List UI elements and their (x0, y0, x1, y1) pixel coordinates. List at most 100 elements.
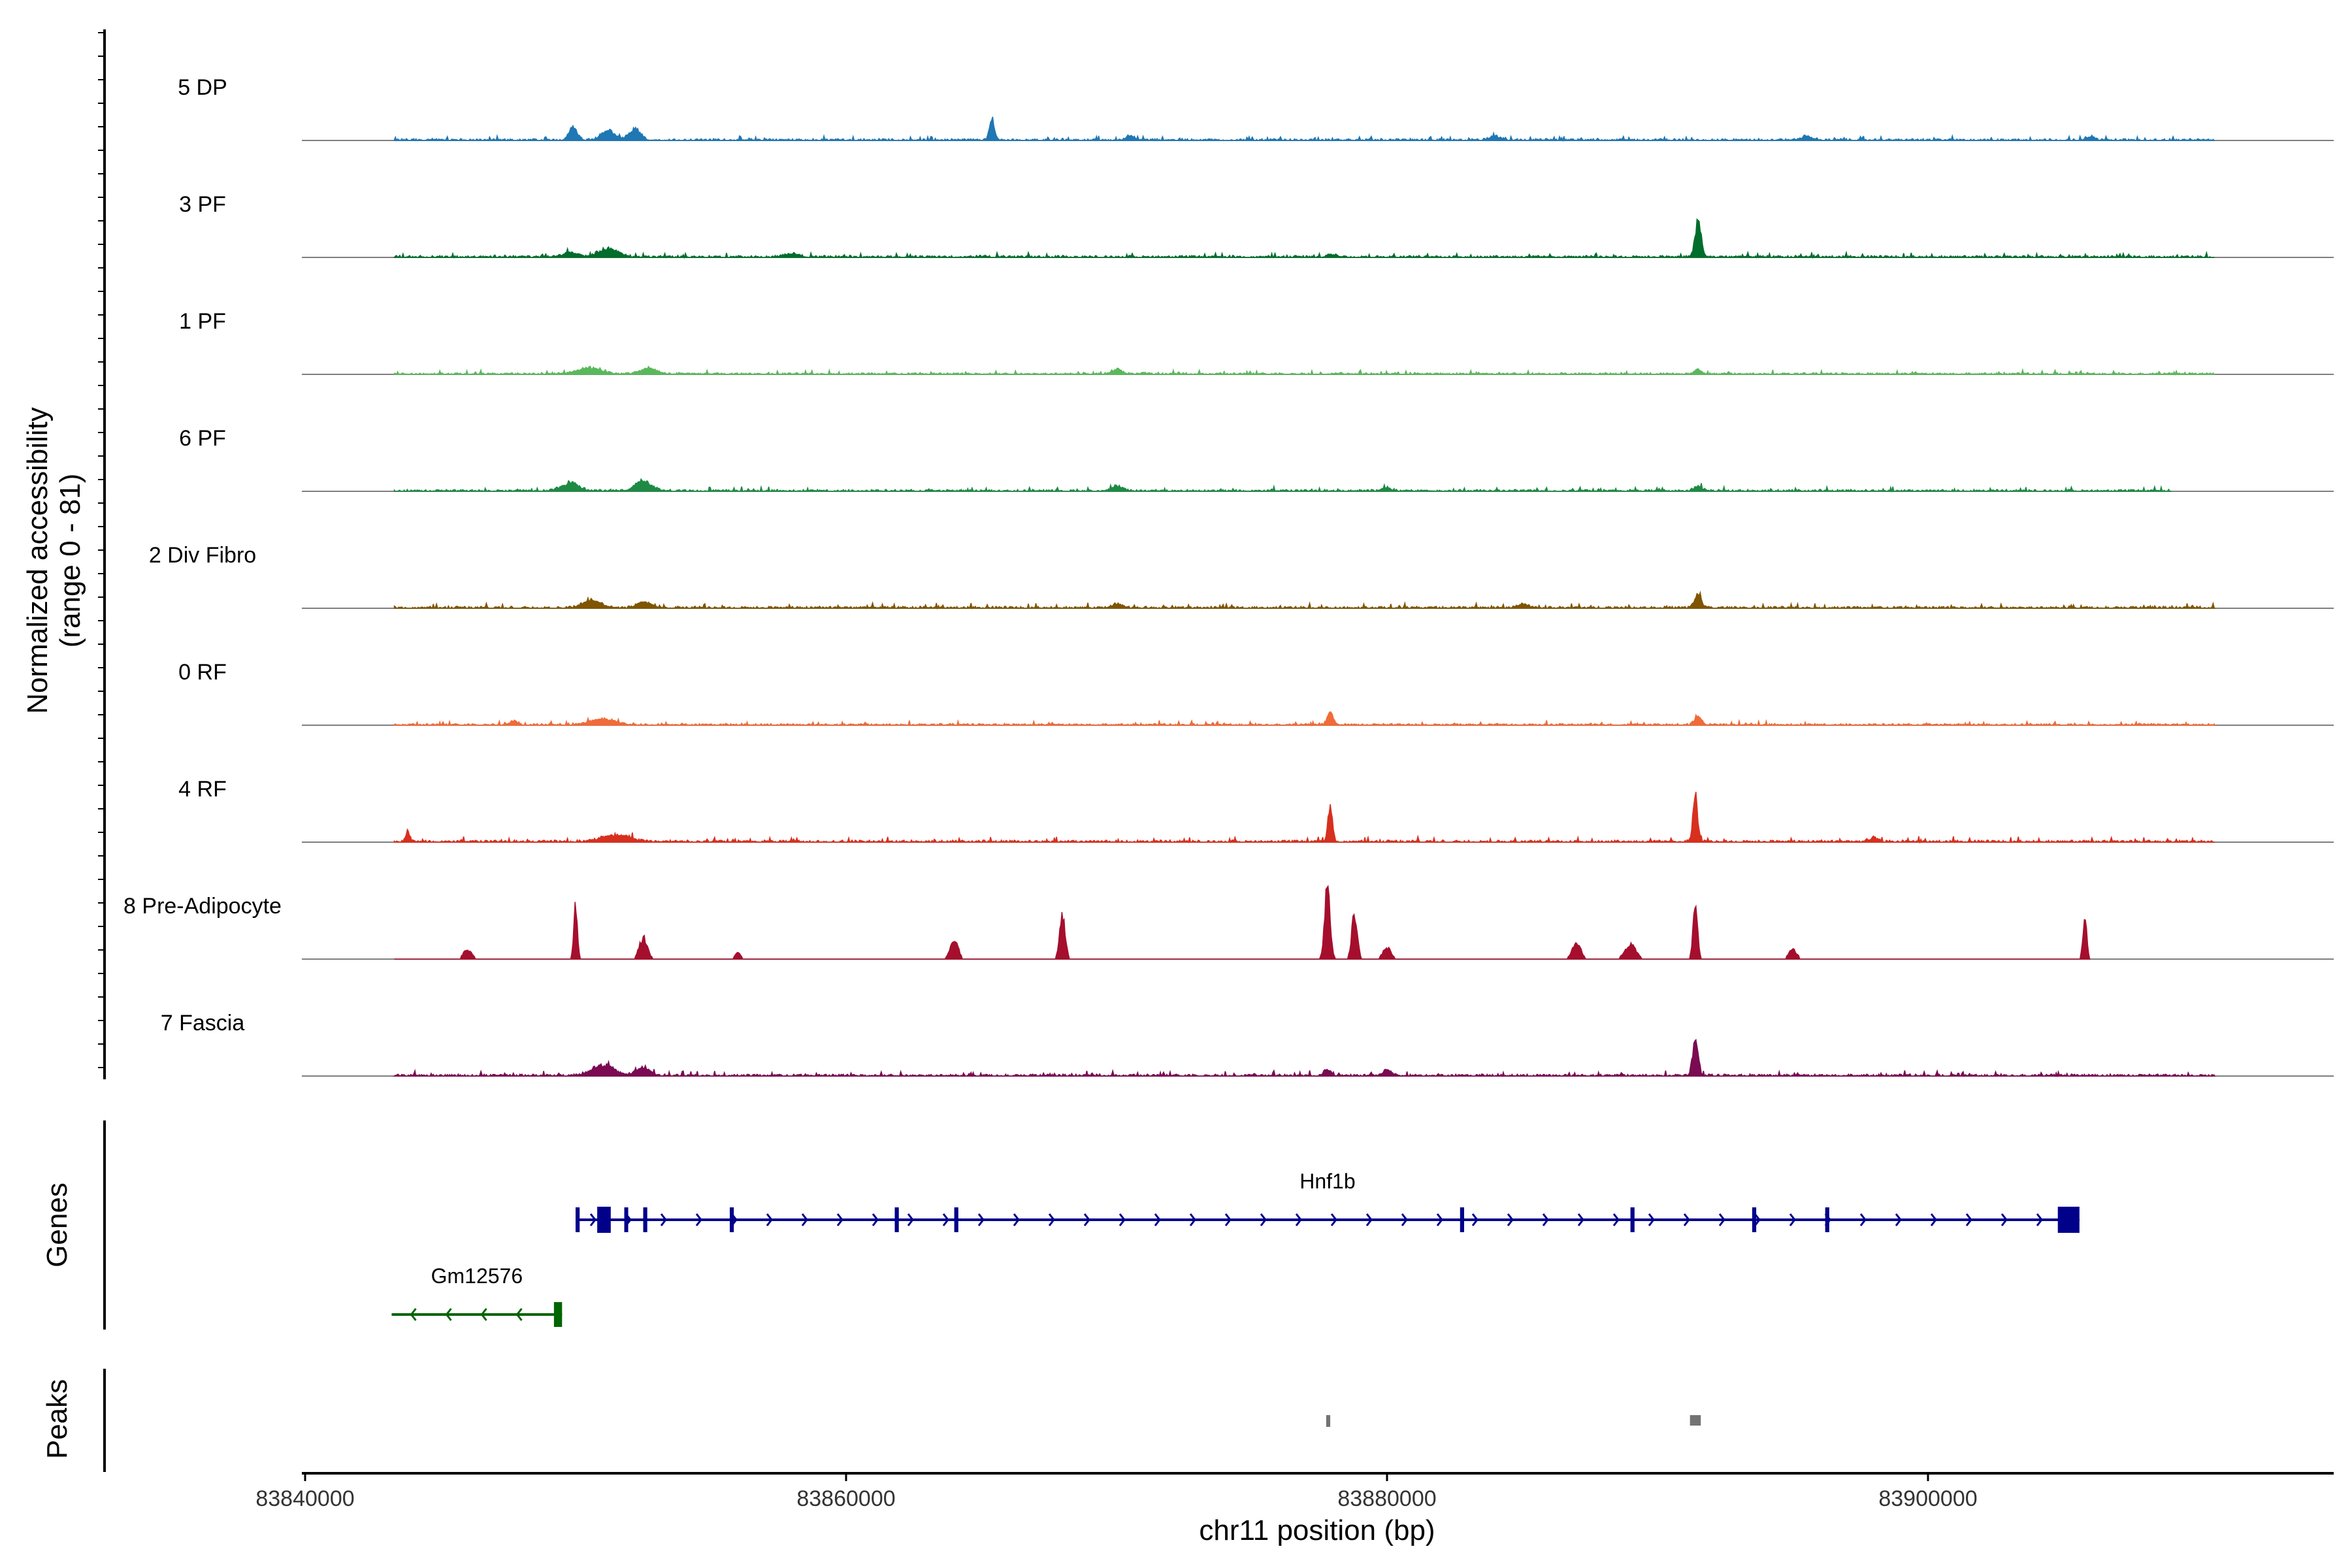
gene-hnf1b: Hnf1b (576, 1169, 2080, 1233)
strand-arrow (445, 1308, 452, 1321)
strand-arrow (1895, 1213, 1902, 1226)
y-axis-title-line2: (range 0 - 81) (54, 474, 86, 648)
coverage-area (393, 478, 2172, 493)
peak-regions (1326, 1415, 1701, 1427)
strand-arrow (589, 1213, 596, 1226)
strand-arrow (1260, 1213, 1267, 1226)
coverage-area (393, 116, 2215, 142)
strand-arrow (801, 1213, 808, 1226)
gene-label: Hnf1b (1299, 1169, 1355, 1193)
x-axis-title: chr11 position (bp) (1199, 1514, 1435, 1546)
track-3: 1 PF (179, 309, 2334, 376)
strand-arrow (942, 1213, 949, 1226)
track-label: 8 Pre-Adipocyte (123, 894, 282, 919)
gene-annotations: Hnf1b Gm12576 (391, 1169, 2080, 1327)
track-9: 7 Fascia (161, 1011, 2334, 1078)
exon (1460, 1207, 1464, 1232)
strand-arrow (515, 1308, 523, 1321)
strand-arrow (1754, 1213, 1761, 1226)
x-tick-label: 83880000 (1337, 1486, 1436, 1511)
strand-arrow (1789, 1213, 1796, 1226)
track-label: 5 DP (178, 75, 227, 100)
strand-arrow (1189, 1213, 1196, 1226)
coverage-area (393, 791, 2215, 844)
strand-arrow (1577, 1213, 1584, 1226)
strand-arrow (1401, 1213, 1408, 1226)
strand-arrow (695, 1213, 702, 1226)
strand-arrow (1295, 1213, 1302, 1226)
track-label: 7 Fascia (161, 1011, 245, 1036)
strand-arrow (1224, 1213, 1232, 1226)
coverage-area (393, 590, 2216, 610)
strand-arrow (1507, 1213, 1514, 1226)
coverage-axis-ticks (98, 32, 105, 1068)
track-6: 0 RF (178, 660, 2334, 727)
exon (954, 1207, 958, 1232)
strand-arrow (1859, 1213, 1867, 1226)
strand-arrow (1612, 1213, 1620, 1226)
strand-arrow (1683, 1213, 1690, 1226)
exon (1752, 1207, 1757, 1232)
strand-arrow (977, 1213, 985, 1226)
coverage-area (393, 1038, 2215, 1078)
strand-arrow (2001, 1213, 2008, 1226)
x-tick-label: 83860000 (796, 1486, 895, 1511)
gene-label: Gm12576 (431, 1264, 523, 1288)
track-4: 6 PF (179, 426, 2334, 493)
strand-arrow (1930, 1213, 1937, 1226)
track-5: 2 Div Fibro (149, 543, 2334, 610)
strand-arrow (1718, 1213, 1725, 1226)
strand-arrow (1965, 1213, 1972, 1226)
strand-arrow (1013, 1213, 1020, 1226)
track-7: 4 RF (178, 777, 2334, 844)
track-2: 3 PF (179, 192, 2334, 259)
exon (576, 1207, 580, 1232)
strand-arrow (1048, 1213, 1055, 1226)
track-label: 1 PF (179, 309, 226, 334)
track-label: 4 RF (178, 777, 227, 802)
track-8: 8 Pre-Adipocyte (123, 885, 2334, 960)
strand-arrow (907, 1213, 914, 1226)
strand-arrow (1330, 1213, 1337, 1226)
exon (729, 1207, 734, 1232)
strand-arrow (1119, 1213, 1126, 1226)
strand-arrow (766, 1213, 773, 1226)
strand-arrow (872, 1213, 879, 1226)
strand-arrow (1154, 1213, 1161, 1226)
exon (1630, 1207, 1635, 1232)
coverage-area (393, 711, 2215, 727)
coverage-tracks: 5 DP 3 PF 1 PF 6 PF 2 Div Fibro 0 RF 4 RF 8 Pre… (123, 75, 2334, 1078)
strand-arrow (1365, 1213, 1373, 1226)
track-label: 0 RF (178, 660, 227, 685)
x-axis-ticks: 83840000 83860000 83880000 83900000 (255, 1473, 1978, 1511)
strand-arrow (1542, 1213, 1549, 1226)
strand-arrow (660, 1213, 667, 1226)
strand-arrow (1471, 1213, 1478, 1226)
y-axis-title-line1: Normalized accessibility (22, 407, 54, 713)
coverage-area (393, 218, 2215, 259)
exon (553, 1302, 563, 1327)
peak-region (1326, 1415, 1331, 1427)
peak-region (1690, 1415, 1701, 1426)
gene-gm12576: Gm12576 (391, 1264, 563, 1327)
track-label: 6 PF (179, 426, 226, 451)
x-tick-label: 83900000 (1878, 1486, 1977, 1511)
exon (597, 1207, 611, 1233)
strand-arrow (1083, 1213, 1090, 1226)
strand-arrow (1436, 1213, 1443, 1226)
strand-arrow (480, 1308, 487, 1321)
coverage-area (394, 885, 2091, 960)
exon (1825, 1207, 1829, 1232)
exon (643, 1207, 647, 1232)
strand-arrow (1648, 1213, 1655, 1226)
peaks-panel-label: Peaks (41, 1379, 73, 1459)
track-label: 3 PF (179, 192, 226, 217)
x-tick-label: 83840000 (255, 1486, 354, 1511)
strand-arrow (836, 1213, 843, 1226)
strand-arrow (2036, 1213, 2043, 1226)
track-1: 5 DP (178, 75, 2334, 142)
genes-panel-label: Genes (41, 1183, 73, 1267)
strand-arrow (410, 1308, 417, 1321)
